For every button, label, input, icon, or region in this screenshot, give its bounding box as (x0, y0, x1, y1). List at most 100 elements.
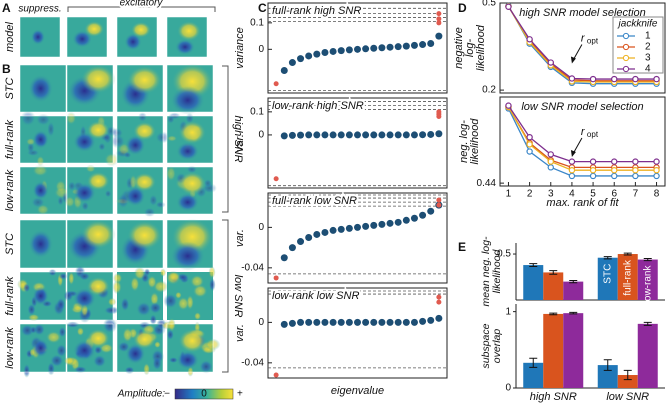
cell-frame (66, 271, 114, 321)
cell-frame (19, 64, 67, 113)
legend-marker (622, 54, 630, 62)
legend-label: 2 (645, 42, 651, 53)
point (378, 131, 386, 139)
blob (125, 343, 146, 365)
point (419, 211, 427, 219)
y-axis-label: likelihood (469, 118, 481, 165)
y-tick-label: 0.2 (482, 85, 496, 96)
marker (632, 75, 639, 83)
legend-box (612, 16, 664, 74)
point (436, 202, 442, 208)
x-tick-label: 5 (590, 189, 596, 200)
marker (653, 172, 660, 180)
point (378, 220, 386, 228)
line (507, 6, 657, 82)
axes-frame (499, 2, 666, 94)
point (394, 43, 402, 51)
bar (597, 365, 618, 388)
marker (547, 164, 554, 171)
noise (55, 343, 68, 358)
noise (163, 293, 178, 309)
point (394, 218, 402, 226)
noise (64, 196, 76, 208)
y-axis-label: likelihood (491, 248, 503, 293)
bar (617, 254, 638, 300)
legend-title: jackknife (617, 19, 658, 30)
marker (526, 141, 533, 148)
point (329, 47, 337, 55)
noise (166, 114, 175, 124)
point (370, 318, 378, 326)
line (507, 106, 657, 171)
x-tick-label: 2 (527, 189, 533, 200)
y-axis-label: overlap (491, 329, 503, 364)
blob (32, 181, 49, 200)
y-axis-label: subspace (480, 323, 492, 368)
point (386, 219, 394, 227)
y-axis-label: log- (464, 38, 476, 57)
point (345, 131, 353, 139)
marker (505, 3, 512, 10)
noise (154, 341, 161, 349)
chart-title: low-rank high SNR (272, 100, 364, 112)
point (354, 318, 361, 326)
error-bar (529, 357, 538, 368)
blob (28, 74, 54, 103)
axes-frame (267, 192, 448, 284)
cell-frame (116, 115, 164, 164)
noise (153, 280, 169, 293)
blob (178, 171, 207, 196)
blob (125, 134, 146, 156)
noise (20, 110, 36, 127)
noise (46, 331, 62, 344)
chart-title: low SNR model selection (521, 101, 643, 113)
marker (611, 75, 618, 83)
point (288, 244, 296, 252)
blob (30, 29, 46, 45)
group-label: low SNR (232, 275, 244, 318)
bar (637, 259, 658, 300)
y-tick-label: 0.1 (250, 106, 264, 117)
noise (175, 291, 182, 299)
noise (167, 317, 176, 332)
marker (526, 133, 533, 141)
x-tick-label: 3 (548, 189, 554, 200)
marker (632, 167, 639, 174)
axes-frame (267, 287, 448, 379)
cell-frame (166, 115, 214, 164)
point (436, 11, 442, 17)
y-tick-label: 0 (505, 383, 511, 394)
point (378, 44, 386, 52)
x-axis-label: max. rank of fit (546, 197, 619, 209)
point (436, 20, 442, 26)
point (378, 318, 386, 326)
blob (81, 65, 116, 94)
noise (68, 271, 75, 286)
bar (637, 323, 658, 388)
bar (617, 375, 638, 388)
line (507, 6, 657, 80)
row-label: full-rank (4, 119, 16, 159)
colorbar-tick: + (237, 389, 243, 400)
marker (547, 151, 554, 158)
row-label: full-rank (4, 276, 16, 316)
point (313, 318, 321, 326)
panel-label: D (458, 1, 467, 15)
point (402, 216, 410, 224)
y-axis-label: var. (234, 229, 246, 247)
chart-title: full-rank high SNR (272, 5, 361, 17)
bar (563, 313, 584, 388)
colorbar-tick: − (164, 389, 170, 400)
cell-frame (66, 16, 108, 58)
x-tick-label: 6 (611, 189, 617, 200)
annotation-subscript: opt (587, 130, 599, 139)
point (345, 318, 353, 326)
noise (143, 207, 156, 217)
marker (547, 158, 554, 165)
cell-frame (19, 166, 67, 215)
x-tick-label: 7 (633, 189, 639, 200)
noise (148, 194, 158, 207)
x-tick-label: 1 (506, 189, 512, 200)
blob (131, 21, 151, 38)
noise (130, 276, 140, 292)
